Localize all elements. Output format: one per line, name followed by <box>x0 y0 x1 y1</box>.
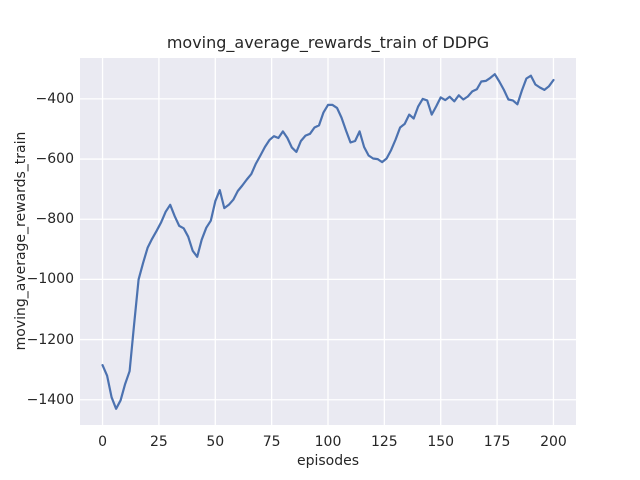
x-axis-label: episodes <box>296 453 360 469</box>
x-tick-label: 50 <box>206 434 225 450</box>
axes-canvas <box>80 58 576 425</box>
y-tick-label: −600 <box>35 151 74 168</box>
y-tick-label: −1200 <box>26 331 74 348</box>
x-tick-label: 25 <box>149 434 168 450</box>
x-tick-label: 150 <box>427 434 455 450</box>
y-tick-label: −1400 <box>26 391 74 408</box>
chart-title: moving_average_rewards_train of DDPG <box>166 33 490 52</box>
x-tick-label: 100 <box>314 434 342 450</box>
y-tick-label: −1000 <box>26 271 74 288</box>
y-tick-label: −400 <box>35 90 74 107</box>
plot-area <box>80 58 576 425</box>
x-tick-label: 125 <box>370 434 398 450</box>
data-line <box>101 73 555 410</box>
x-tick-label: 75 <box>262 434 281 450</box>
x-tick-label: 0 <box>98 434 107 450</box>
y-tick-label: −800 <box>35 211 74 228</box>
x-tick-label: 175 <box>483 434 511 450</box>
x-tick-label: 200 <box>540 434 567 450</box>
